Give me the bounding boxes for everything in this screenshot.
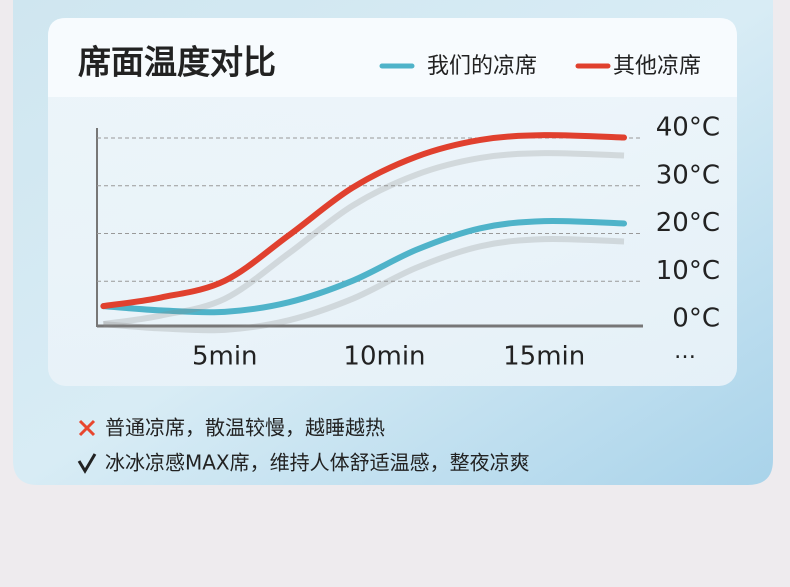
x-tick-label: 15min	[503, 342, 585, 372]
chart-title: 席面温度对比	[78, 43, 276, 82]
note: 冰冰凉感MAX席，维持人体舒适温感，整夜凉爽	[105, 451, 530, 475]
x-tick-label: 10min	[343, 342, 425, 372]
line-shadow	[103, 235, 625, 334]
x-tick-label: 5min	[192, 342, 258, 372]
note: 普通凉席，散温较慢，越睡越热	[105, 416, 385, 440]
x-more-label: …	[674, 339, 696, 364]
y-tick-label: 30°C	[656, 160, 720, 190]
series-line	[100, 132, 628, 310]
y-tick-label: 10°C	[656, 256, 720, 286]
check-icon	[77, 453, 97, 474]
legend-label: 其他凉席	[613, 54, 701, 79]
cross-icon	[78, 419, 96, 437]
y-tick-label: 20°C	[656, 208, 720, 238]
line-shadow	[102, 150, 625, 328]
legend-label: 我们的凉席	[427, 54, 537, 79]
chart-card	[48, 18, 737, 386]
notes: 普通凉席，散温较慢，越睡越热 冰冰凉感MAX席，维持人体舒适温感，整夜凉爽	[77, 416, 530, 475]
y-tick-label: 40°C	[656, 113, 720, 143]
y-tick-label: 0°C	[672, 304, 720, 334]
card-header	[48, 18, 737, 97]
series-line	[100, 217, 628, 316]
